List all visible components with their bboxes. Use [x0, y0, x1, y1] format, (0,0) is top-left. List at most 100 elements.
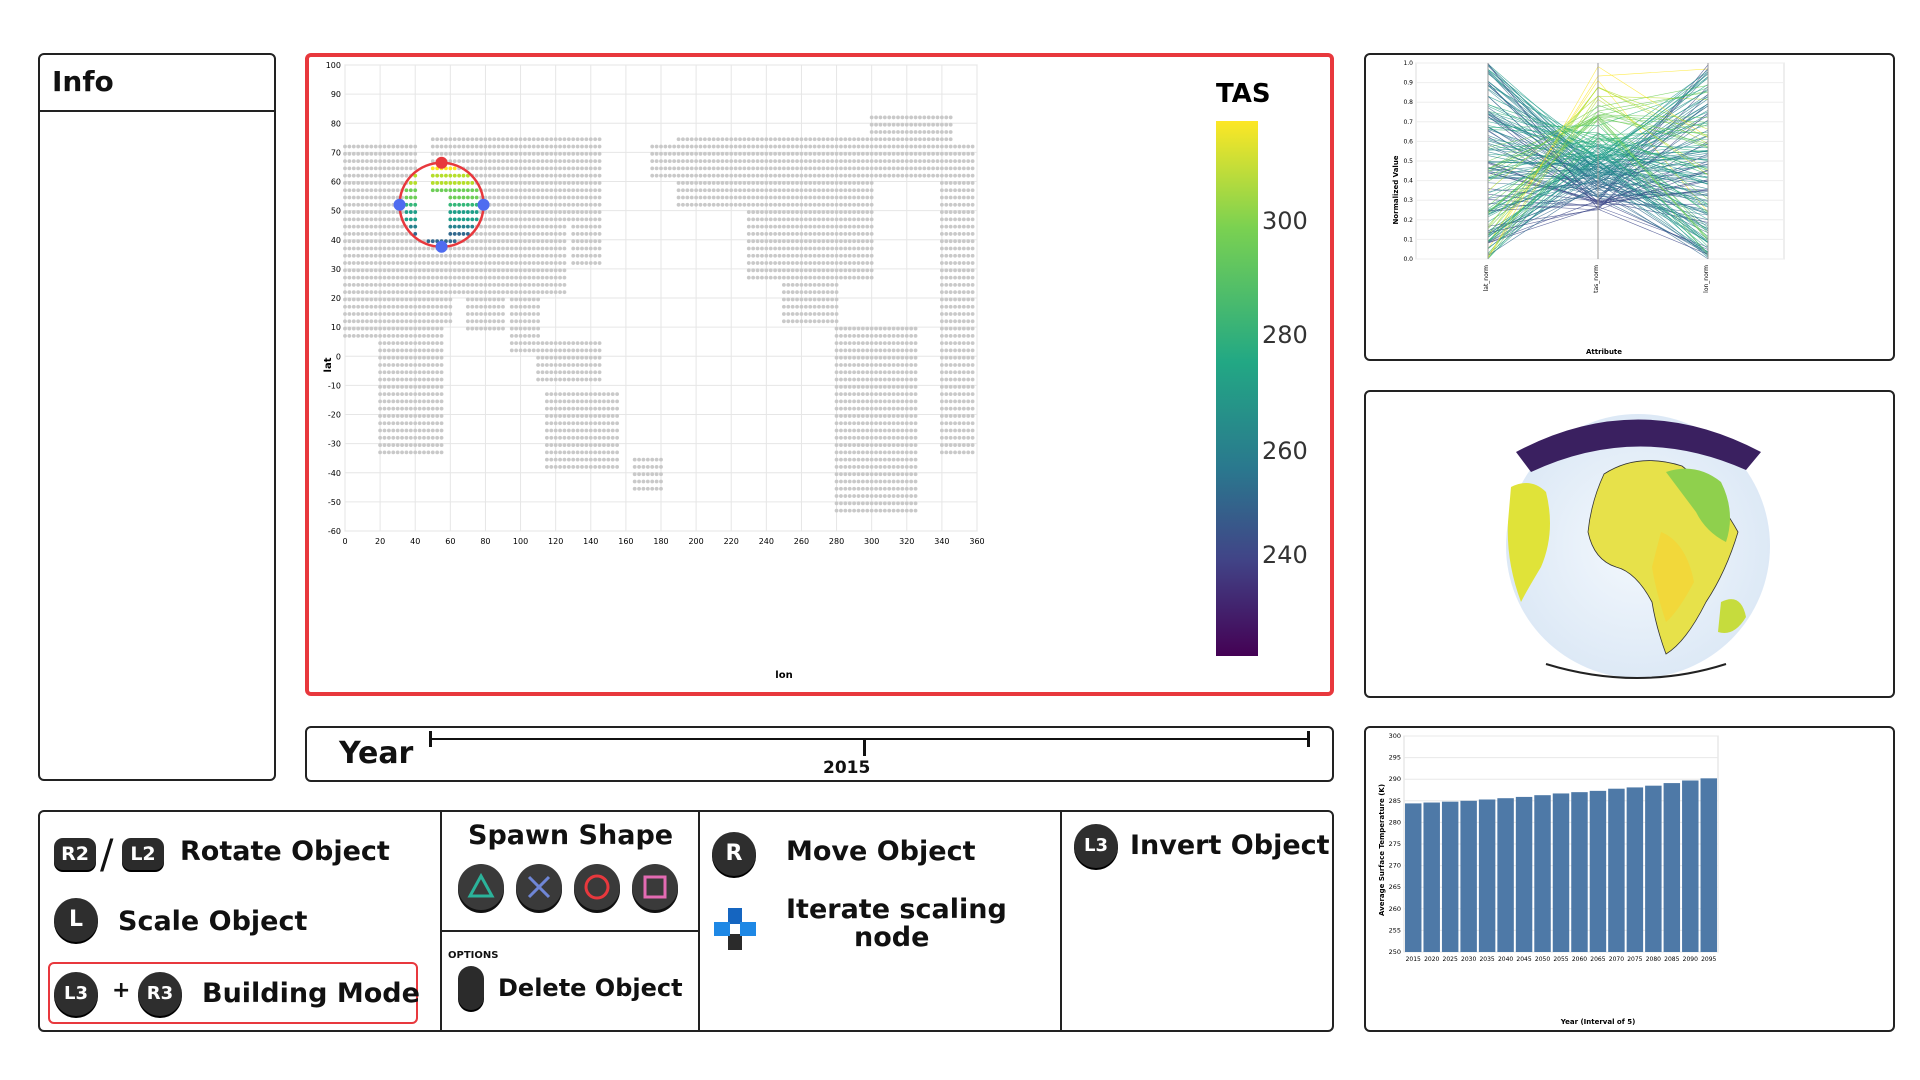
map-land-point [588, 166, 593, 171]
map-land-point [781, 253, 786, 258]
map-land-point [356, 246, 361, 251]
map-land-point [373, 282, 378, 287]
map-land-point [953, 232, 957, 236]
selection-bottom-handle[interactable] [435, 240, 448, 253]
selection-left-handle[interactable] [393, 198, 406, 211]
map-land-point [369, 290, 374, 295]
map-land-point [891, 137, 896, 142]
map-land-point [575, 443, 580, 447]
map-land-point [553, 355, 558, 360]
map-land-point [544, 188, 549, 193]
map-land-point [575, 202, 580, 207]
map-land-point [970, 348, 975, 353]
selection-region[interactable] [393, 156, 490, 253]
map-land-point [970, 392, 975, 397]
map-land-point [487, 253, 492, 258]
globe-temperature-icon[interactable] [1366, 392, 1893, 696]
map-land-point [746, 151, 751, 156]
year-slider-panel[interactable]: Year 2015 [305, 726, 1334, 782]
map-land-point [799, 217, 804, 222]
map-land-point [856, 261, 861, 265]
map-land-point [869, 195, 874, 200]
map-land-point [913, 348, 918, 353]
map-land-point [566, 443, 571, 447]
map-land-point [544, 261, 549, 265]
parallel-coordinates-chart[interactable]: 1.00.90.80.70.60.50.40.30.20.10.0lat_nor… [1366, 55, 1893, 359]
map-land-point [768, 195, 773, 200]
map-land-point [882, 465, 887, 469]
map-land-point [676, 195, 681, 200]
map-land-point [365, 144, 369, 149]
map-land-point [369, 239, 374, 244]
map-land-point [347, 275, 352, 280]
map-land-point [904, 508, 909, 513]
map-land-point [935, 115, 940, 120]
map-land-point [597, 450, 602, 455]
map-land-point [553, 181, 558, 185]
map-land-point [957, 261, 962, 265]
map-land-point [834, 210, 839, 214]
map-land-point [562, 137, 567, 142]
map-land-point [764, 202, 769, 207]
map-land-point [961, 333, 966, 338]
map-land-point [790, 319, 795, 324]
map-land-point [435, 355, 440, 360]
map-land-point [408, 210, 413, 214]
map-land-point [847, 151, 852, 156]
map-land-point [386, 188, 391, 193]
map-land-point [597, 232, 602, 236]
avg-temperature-bar-panel[interactable]: 300 295 290 285 280 275 270 265 260 255 250 2015 202… [1364, 726, 1895, 1032]
year-slider-thumb[interactable] [863, 738, 866, 756]
parallel-coordinates-panel[interactable]: 1.0 0.9 0.8 0.7 0.6 0.5 0.4 0.3 0.2 0.1 0.0 lat_nor… [1364, 53, 1895, 361]
map-land-point [869, 414, 874, 418]
map-land-point [856, 501, 861, 506]
map-land-point [918, 159, 922, 164]
map-land-point [641, 472, 646, 477]
map-land-point [957, 363, 962, 367]
map-land-point [856, 341, 861, 346]
map-land-point [558, 166, 562, 171]
map-land-point [966, 443, 971, 447]
map-land-point [869, 239, 874, 244]
map-land-point [373, 195, 378, 200]
map-land-point [588, 414, 593, 418]
map-land-point [909, 392, 914, 397]
map-land-point [742, 166, 747, 171]
map-land-point [514, 282, 519, 287]
map-land-point [948, 370, 953, 375]
map-land-point [395, 232, 400, 236]
map-land-point [764, 246, 769, 251]
selection-right-handle[interactable] [477, 198, 490, 211]
selection-top-handle[interactable] [435, 156, 448, 169]
map-land-point [970, 406, 975, 411]
map-land-point [931, 137, 936, 142]
bar-y-tick: 295 [1389, 754, 1401, 762]
map-land-point [584, 137, 589, 142]
map-land-point [939, 232, 944, 236]
map-land-point [856, 275, 861, 280]
map-y-tick: -50 [328, 498, 341, 507]
map-land-point [970, 261, 975, 265]
map-land-point [439, 261, 444, 265]
map-land-point [913, 326, 918, 331]
map-land-point [839, 181, 843, 185]
map-land-point [544, 370, 549, 375]
map-land-point [773, 268, 778, 273]
map-land-point [803, 202, 808, 207]
year-slider-track[interactable] [429, 738, 1309, 740]
map-land-point [808, 202, 813, 207]
map-land-point [896, 122, 900, 127]
lat-lon-map-panel[interactable]: 0 20 40 60 80 100 120 140 160 180 200 220 240 260 280 3… [305, 53, 1334, 696]
lat-lon-map-chart[interactable]: 0 20 40 60 80 100 120 140 160 180 200 220 240 260 280 3… [309, 57, 1330, 692]
map-land-point [391, 312, 396, 316]
map-land-point [527, 159, 532, 164]
map-land-point [738, 173, 742, 178]
globe-panel[interactable] [1364, 390, 1895, 698]
map-land-point [448, 312, 453, 316]
map-land-point [900, 384, 905, 389]
map-land-point [439, 414, 444, 418]
map-land-point [408, 144, 413, 149]
map-land-point [852, 443, 857, 447]
map-land-point [944, 333, 949, 338]
